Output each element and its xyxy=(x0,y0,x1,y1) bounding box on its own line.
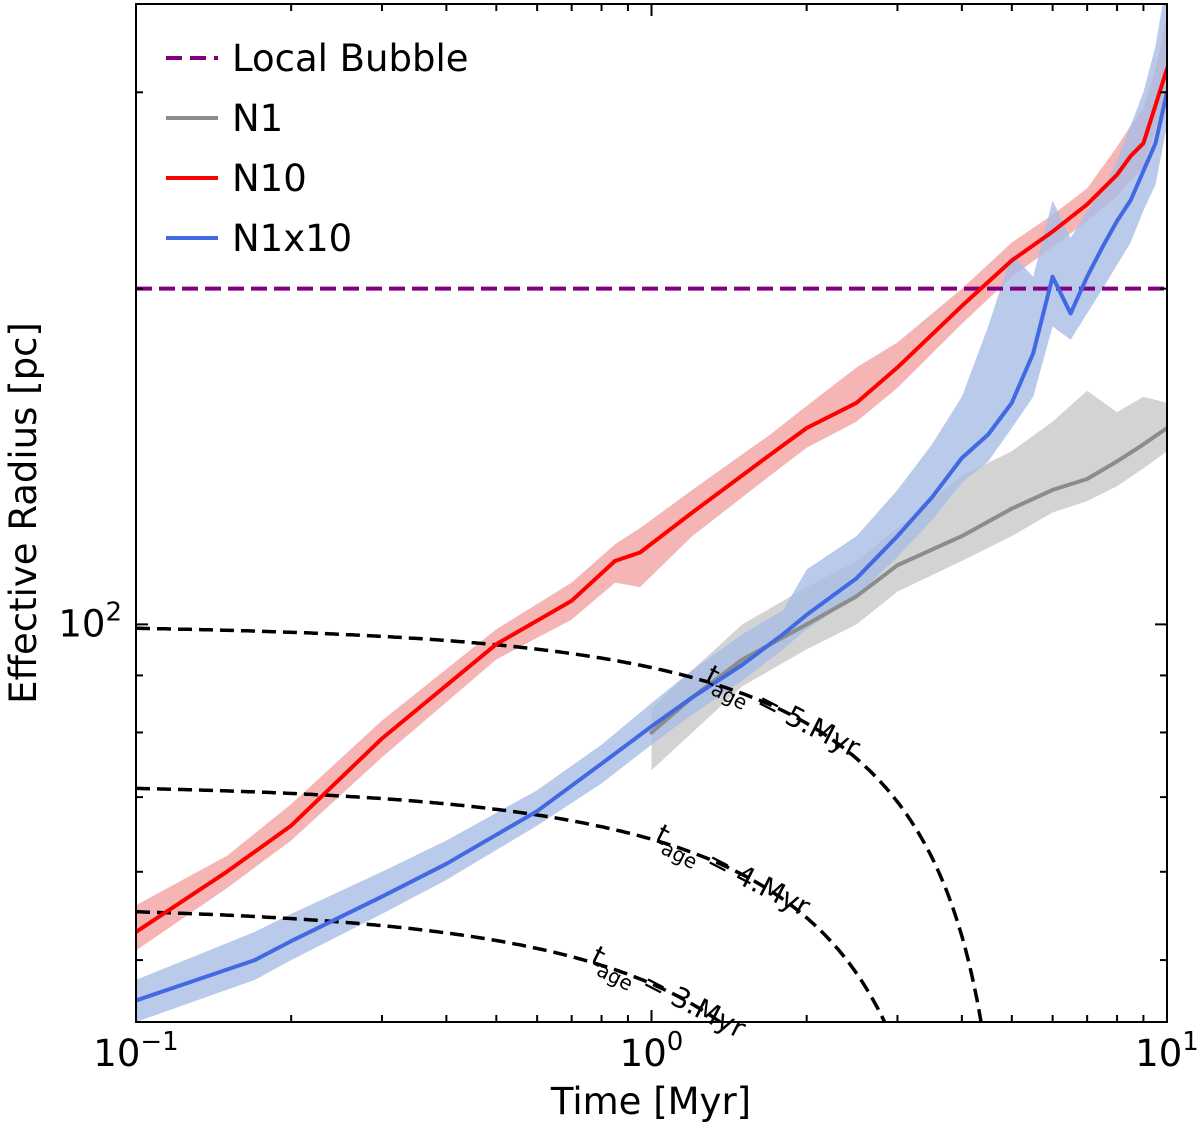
axis-ticks: 10−1 100 101 102 xyxy=(58,4,1199,1075)
legend-label-local-bubble: Local Bubble xyxy=(232,37,469,80)
x-axis-label: Time [Myr] xyxy=(550,1080,751,1123)
isochrone-5-myr xyxy=(136,626,983,1022)
band-n10 xyxy=(136,17,1167,951)
series-lines xyxy=(136,66,1167,1003)
series-line-n10 xyxy=(136,66,1167,934)
y-axis-label: Effective Radius [pc] xyxy=(2,322,45,704)
isochrone-curves xyxy=(136,626,983,1022)
x-tick-label: 100 xyxy=(620,1027,684,1075)
series-line-n1x10 xyxy=(136,90,1167,1003)
series-bands xyxy=(136,4,1167,1022)
isochrone-4-myr xyxy=(136,786,887,1022)
legend-label-n1: N1 xyxy=(232,97,283,140)
isochrone-label-4-myr: tage = 4.Myr xyxy=(648,817,816,928)
legend: Local Bubble N1 N10 N1x10 xyxy=(166,37,469,260)
series-line-n1 xyxy=(649,426,1167,735)
legend-label-n10: N10 xyxy=(232,157,307,200)
legend-label-n1x10: N1x10 xyxy=(232,217,352,260)
isochrone-3-myr xyxy=(136,910,724,1022)
x-tick-label: 10−1 xyxy=(93,1027,178,1075)
x-tick-label: 101 xyxy=(1135,1027,1199,1075)
y-tick-label: 102 xyxy=(58,597,122,645)
band-n1 xyxy=(651,390,1167,771)
